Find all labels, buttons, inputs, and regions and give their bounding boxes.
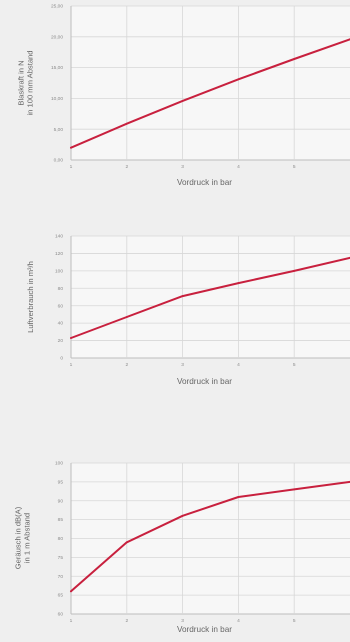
data-point xyxy=(70,337,72,339)
y-axis-label: Geräusch in dB(A) xyxy=(14,506,23,569)
y-tick-label: 75 xyxy=(58,555,64,561)
x-tick-label: 1 xyxy=(70,362,73,368)
series-line xyxy=(70,256,350,339)
x-tick-label: 3 xyxy=(181,618,184,624)
y-tick-label: 20,00 xyxy=(51,34,63,40)
y-tick-label: 15,00 xyxy=(51,65,63,71)
data-point xyxy=(237,78,240,81)
y-tick-label: 20 xyxy=(58,338,64,344)
data-point xyxy=(181,99,184,102)
plot-area xyxy=(71,236,350,358)
y-tick-label: 80 xyxy=(58,286,64,292)
y-axis-label: Luftverbrauch in m³/h xyxy=(26,261,35,333)
y-tick-label: 5,00 xyxy=(54,127,64,133)
y-tick-label: 0 xyxy=(60,356,63,362)
data-point xyxy=(293,58,296,60)
series-line xyxy=(70,480,350,593)
x-tick-label: 2 xyxy=(125,362,128,368)
data-point xyxy=(125,122,128,125)
data-point xyxy=(293,488,296,491)
y-tick-label: 80 xyxy=(58,536,64,542)
y-tick-label: 40 xyxy=(58,321,64,327)
x-tick-label: 4 xyxy=(237,618,240,624)
chart-blaskraft: 0,00 5,00 10,00 15,00 20,00 25,00 1 2 3 4 5 Vordruc… xyxy=(17,4,350,187)
y-axis-label: in 100 mm Abstand xyxy=(26,50,35,115)
y-tick-label: 10,00 xyxy=(51,96,63,102)
y-tick-label: 100 xyxy=(55,461,63,467)
y-tick-label: 95 xyxy=(58,479,64,485)
x-axis-label: Vordruck in bar xyxy=(177,625,232,634)
x-tick-label: 4 xyxy=(237,164,240,170)
data-point xyxy=(237,282,240,284)
data-point xyxy=(70,146,72,149)
y-tick-label: 90 xyxy=(58,498,64,504)
x-tick-label: 2 xyxy=(125,164,128,170)
x-axis-label: Vordruck in bar xyxy=(177,377,232,386)
data-point xyxy=(181,295,184,298)
y-tick-label: 65 xyxy=(58,593,64,599)
data-point xyxy=(181,514,184,517)
y-axis-label: Blaskraft in N xyxy=(17,60,26,105)
x-tick-label: 5 xyxy=(293,618,296,624)
y-tick-label: 70 xyxy=(58,574,64,580)
data-point xyxy=(70,590,72,593)
x-tick-label: 5 xyxy=(293,362,296,368)
y-axis-label: in 1 m Abstand xyxy=(23,513,32,563)
y-tick-label: 140 xyxy=(55,234,63,240)
y-tick-label: 60 xyxy=(58,612,64,618)
chart-geraeusch: 60 65 70 75 80 85 90 95 100 1 2 3 4 5 Vordruck in bar G… xyxy=(14,461,350,634)
x-tick-label: 4 xyxy=(237,362,240,368)
y-tick-label: 85 xyxy=(58,517,64,523)
series-line xyxy=(70,38,350,149)
x-tick-label: 5 xyxy=(293,164,296,170)
x-axis-label: Vordruck in bar xyxy=(177,178,232,187)
x-tick-label: 1 xyxy=(70,164,73,170)
data-point xyxy=(125,541,128,544)
x-tick-label: 3 xyxy=(181,164,184,170)
y-tick-label: 0,00 xyxy=(54,158,64,164)
data-point xyxy=(293,269,296,272)
y-tick-label: 120 xyxy=(55,251,63,257)
y-tick-label: 100 xyxy=(55,268,63,274)
x-tick-label: 3 xyxy=(181,362,184,368)
y-tick-label: 60 xyxy=(58,303,64,309)
x-tick-label: 1 xyxy=(70,618,73,624)
y-tick-label: 25,00 xyxy=(51,4,63,10)
chart-luftverbrauch: 0 20 40 60 80 100 120 140 1 2 3 4 5 Vordruck in bar Lu… xyxy=(26,234,350,386)
plot-area xyxy=(71,6,350,160)
data-point xyxy=(125,316,128,318)
x-tick-label: 2 xyxy=(125,618,128,624)
data-point xyxy=(237,496,240,498)
